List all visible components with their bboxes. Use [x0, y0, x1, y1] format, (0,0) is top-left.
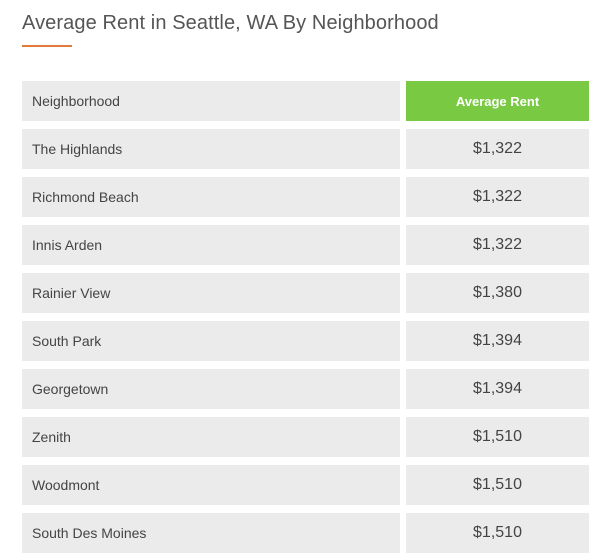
- header-average-rent: Average Rent: [406, 81, 589, 121]
- rent-cell: $1,394: [406, 321, 589, 361]
- neighborhood-cell: South Park: [22, 321, 400, 361]
- neighborhood-cell: Rainier View: [22, 273, 400, 313]
- table-row: South Park $1,394: [22, 321, 589, 361]
- rent-cell: $1,322: [406, 225, 589, 265]
- table-row: Rainier View $1,380: [22, 273, 589, 313]
- neighborhood-cell: The Highlands: [22, 129, 400, 169]
- header-neighborhood: Neighborhood: [22, 81, 400, 121]
- rent-cell: $1,322: [406, 177, 589, 217]
- rent-cell: $1,510: [406, 513, 589, 553]
- page-title: Average Rent in Seattle, WA By Neighborh…: [22, 12, 439, 34]
- neighborhood-cell: Richmond Beach: [22, 177, 400, 217]
- table-row: Woodmont $1,510: [22, 465, 589, 505]
- neighborhood-cell: Innis Arden: [22, 225, 400, 265]
- table-row: Georgetown $1,394: [22, 369, 589, 409]
- table-row: Zenith $1,510: [22, 417, 589, 457]
- neighborhood-cell: Zenith: [22, 417, 400, 457]
- neighborhood-cell: South Des Moines: [22, 513, 400, 553]
- rent-table: Neighborhood Average Rent The Highlands …: [22, 81, 589, 560]
- table-row: South Des Moines $1,510: [22, 513, 589, 553]
- neighborhood-cell: Woodmont: [22, 465, 400, 505]
- table-header-row: Neighborhood Average Rent: [22, 81, 589, 121]
- rent-cell: $1,380: [406, 273, 589, 313]
- title-underline: [22, 45, 72, 47]
- table-row: The Highlands $1,322: [22, 129, 589, 169]
- rent-cell: $1,322: [406, 129, 589, 169]
- table-row: Innis Arden $1,322: [22, 225, 589, 265]
- table-row: Richmond Beach $1,322: [22, 177, 589, 217]
- rent-cell: $1,510: [406, 465, 589, 505]
- rent-cell: $1,510: [406, 417, 589, 457]
- rent-cell: $1,394: [406, 369, 589, 409]
- neighborhood-cell: Georgetown: [22, 369, 400, 409]
